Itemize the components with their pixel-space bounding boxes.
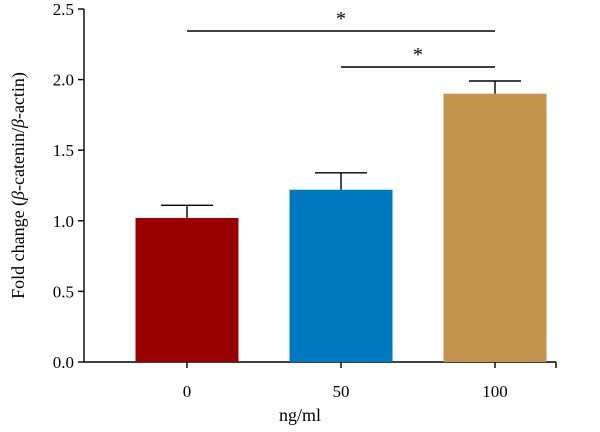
significance-label: * xyxy=(336,8,346,30)
y-axis-title: Fold change (β-catenin/β-actin) xyxy=(8,72,29,299)
significance-label: * xyxy=(413,44,423,66)
y-ticks: 0.0 0.5 1.0 1.5 2.0 2.5 xyxy=(53,0,84,372)
y-axis-title-mid: -catenin/ xyxy=(8,128,28,191)
bar-100 xyxy=(443,93,547,362)
y-axis-title-beta-2: β xyxy=(8,119,28,129)
y-tick-label: 0.5 xyxy=(53,282,74,301)
significance-annotations: ** xyxy=(187,8,495,68)
bars xyxy=(135,93,547,362)
bar-50 xyxy=(289,189,393,362)
x-ticks: 0 50 100 xyxy=(183,362,557,401)
y-tick-label: 1.0 xyxy=(53,212,74,231)
y-axis-title-prefix: Fold change ( xyxy=(8,200,29,299)
x-tick-label: 50 xyxy=(333,382,350,401)
x-axis-title: ng/ml xyxy=(279,405,321,425)
y-axis-title-suffix: -actin) xyxy=(8,72,29,119)
y-tick-label: 0.0 xyxy=(53,353,74,372)
y-tick-label: 2.0 xyxy=(53,71,74,90)
y-tick-label: 1.5 xyxy=(53,141,74,160)
x-tick-label: 100 xyxy=(482,382,508,401)
error-bars xyxy=(161,80,521,218)
y-axis-title-beta-1: β xyxy=(8,191,28,201)
y-tick-label: 2.5 xyxy=(53,0,74,19)
bar-0 xyxy=(135,217,239,362)
x-tick-label: 0 xyxy=(183,382,192,401)
